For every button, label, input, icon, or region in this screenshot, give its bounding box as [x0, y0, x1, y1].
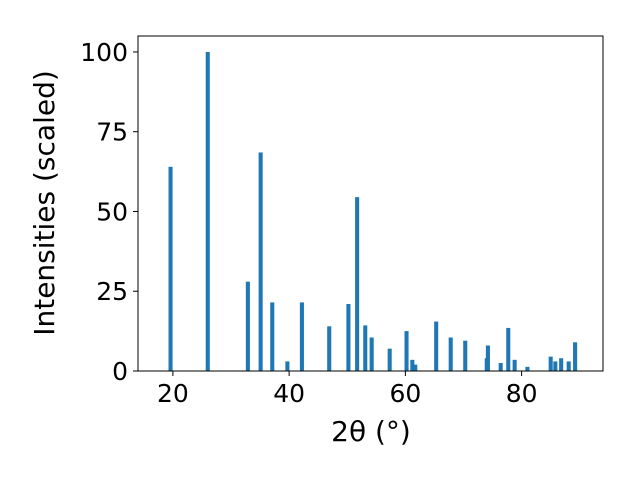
plot-area-frame: [137, 35, 604, 372]
y-axis-label: Intensities (scaled): [28, 70, 61, 336]
bar-peak-20: [485, 345, 490, 371]
bar-peak-22: [506, 327, 511, 371]
bar-peak-25: [548, 356, 553, 371]
bar-peak-3: [258, 152, 263, 371]
bar-peak-27: [559, 358, 564, 371]
bar-peak-5: [285, 361, 290, 371]
bar-peak-18: [463, 340, 468, 371]
bar-peak-24: [525, 366, 530, 371]
bar-peak-11: [369, 337, 374, 371]
y-tick-label-25: 25: [96, 277, 128, 306]
bar-peak-4: [270, 302, 275, 371]
x-tick-label-40: 40: [273, 379, 305, 408]
x-tick-label-80: 80: [506, 379, 538, 408]
bar-peak-28: [566, 361, 571, 371]
bar-peak-16: [434, 321, 439, 371]
bar-peak-7: [327, 326, 332, 371]
y-tick-label-100: 100: [80, 38, 128, 67]
x-tick-label-60: 60: [389, 379, 421, 408]
bar-peak-9: [355, 197, 360, 371]
y-tick-label-75: 75: [96, 118, 128, 147]
bar-peak-2: [245, 281, 250, 371]
bar-peak-12: [387, 348, 392, 371]
bar-peak-10: [363, 325, 368, 371]
bar-peak-29: [573, 342, 578, 371]
bar-peak-6: [299, 302, 304, 371]
bar-peak-21: [498, 363, 503, 371]
x-axis-label: 2θ (°): [331, 415, 411, 448]
bar-peak-17: [448, 337, 453, 371]
bar-peak-8: [346, 304, 351, 371]
bar-peak-0: [168, 166, 173, 371]
x-tick-label-20: 20: [157, 379, 189, 408]
y-tick-label-50: 50: [96, 197, 128, 226]
bar-peak-15: [413, 364, 418, 371]
bar-peak-14: [410, 359, 415, 371]
bar-peak-13: [404, 331, 409, 371]
bar-peak-23: [512, 359, 517, 371]
bar-peak-1: [205, 51, 210, 371]
y-tick-label-0: 0: [112, 357, 128, 386]
bars-group: [168, 51, 578, 371]
bar-peak-26: [553, 361, 558, 371]
ticks-group: 20 40 60 80 0 25 50 75 100: [80, 38, 537, 408]
